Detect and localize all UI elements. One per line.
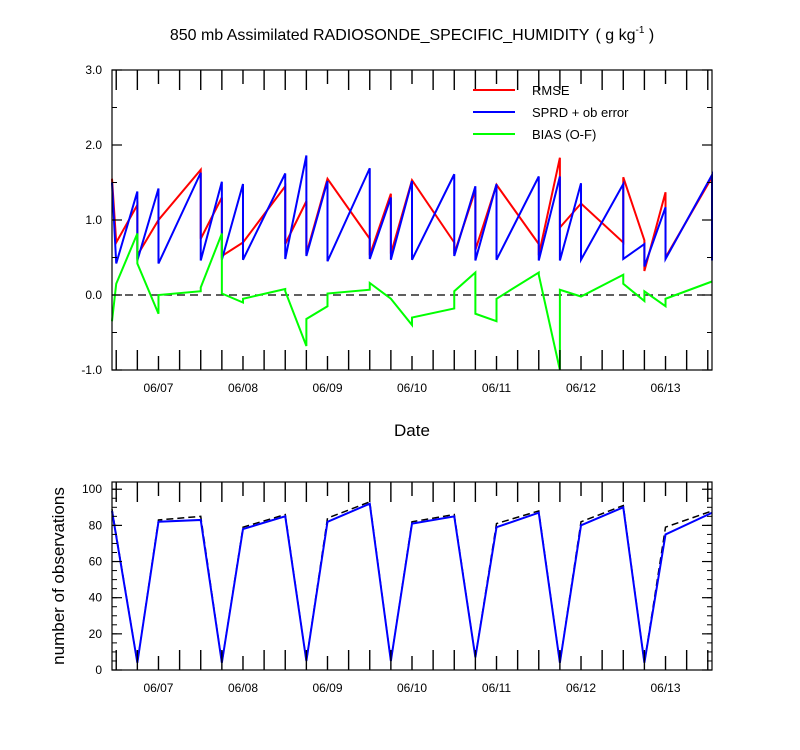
top-y-tick-label: 0.0 bbox=[85, 288, 102, 302]
top-series-bias-o-f-line bbox=[111, 233, 713, 371]
top-x-tick-label: 06/10 bbox=[397, 381, 427, 395]
top-y-tick-label: 1.0 bbox=[85, 213, 102, 227]
bottom-x-tick-label: 06/08 bbox=[228, 681, 258, 695]
bottom-x-tick-label: 06/09 bbox=[312, 681, 342, 695]
top-x-tick-label: 06/08 bbox=[228, 381, 258, 395]
bottom-x-tick-label: 06/12 bbox=[566, 681, 596, 695]
bottom-series-possible-line bbox=[111, 500, 713, 663]
bottom-plot-frame bbox=[111, 481, 713, 671]
bottom-x-tick-label: 06/11 bbox=[482, 681, 511, 695]
chart-title-main: 850 mb Assimilated RADIOSONDE_SPECIFIC_H… bbox=[170, 27, 590, 44]
top-x-axis-title: Date bbox=[394, 421, 430, 440]
legend-label-bias: BIAS (O-F) bbox=[532, 127, 596, 142]
top-x-tick-label: 06/12 bbox=[566, 381, 596, 395]
bottom-x-tick-label: 06/13 bbox=[651, 681, 681, 695]
legend-label-rmse: RMSE bbox=[532, 83, 570, 98]
top-x-tick-label: 06/07 bbox=[143, 381, 173, 395]
legend-item-rmse: RMSE bbox=[473, 83, 570, 98]
legend-item-bias: BIAS (O-F) bbox=[473, 127, 596, 142]
bottom-y-tick-label: 100 bbox=[82, 482, 102, 496]
top-y-tick-label: 3.0 bbox=[85, 63, 102, 77]
bottom-panel: 0 20 40 60 80 100 06/07 06/08 06/09 06/10 06/11 06/… bbox=[49, 481, 713, 695]
top-y-tick-label: 2.0 bbox=[85, 138, 102, 152]
bottom-y-axis-title: number of observations bbox=[49, 487, 68, 665]
legend-label-sprd: SPRD + ob error bbox=[532, 105, 629, 120]
bottom-series-layer bbox=[111, 500, 713, 663]
bottom-x-tick-label: 06/07 bbox=[143, 681, 173, 695]
top-x-tick-label: 06/13 bbox=[651, 381, 681, 395]
bottom-y-tick-label: 40 bbox=[89, 591, 103, 605]
top-x-tick-label: 06/09 bbox=[312, 381, 342, 395]
bottom-y-tick-label: 20 bbox=[89, 627, 103, 641]
top-series-sprd-ob-error-line bbox=[111, 155, 713, 267]
top-x-tick-label: 06/11 bbox=[482, 381, 511, 395]
chart-title-units-exponent: -1 bbox=[636, 25, 645, 36]
bottom-ticks-layer: 0 20 40 60 80 100 06/07 06/08 06/09 06/10 06/11 06/… bbox=[82, 482, 712, 695]
bottom-y-tick-label: 60 bbox=[89, 555, 103, 569]
bottom-y-tick-label: 0 bbox=[95, 663, 102, 677]
legend: RMSE SPRD + ob error BIAS (O-F) bbox=[473, 83, 629, 142]
top-series-layer bbox=[111, 155, 713, 371]
bottom-y-tick-label: 80 bbox=[89, 518, 103, 532]
chart-title-units: ( g kg bbox=[595, 27, 635, 44]
top-ticks-layer: -1.0 0.0 1.0 2.0 3.0 06/07 06/08 06/09 06/10 06/1… bbox=[81, 63, 712, 395]
top-y-tick-label: -1.0 bbox=[81, 363, 102, 377]
bottom-series-used-line bbox=[111, 502, 713, 663]
top-panel: -1.0 0.0 1.0 2.0 3.0 06/07 06/08 06/09 06/10 06/1… bbox=[81, 63, 713, 440]
chart-title-units-close: ) bbox=[644, 27, 654, 44]
legend-item-sprd: SPRD + ob error bbox=[473, 105, 629, 120]
chart-title: 850 mb Assimilated RADIOSONDE_SPECIFIC_H… bbox=[170, 25, 654, 44]
bottom-x-tick-label: 06/10 bbox=[397, 681, 427, 695]
